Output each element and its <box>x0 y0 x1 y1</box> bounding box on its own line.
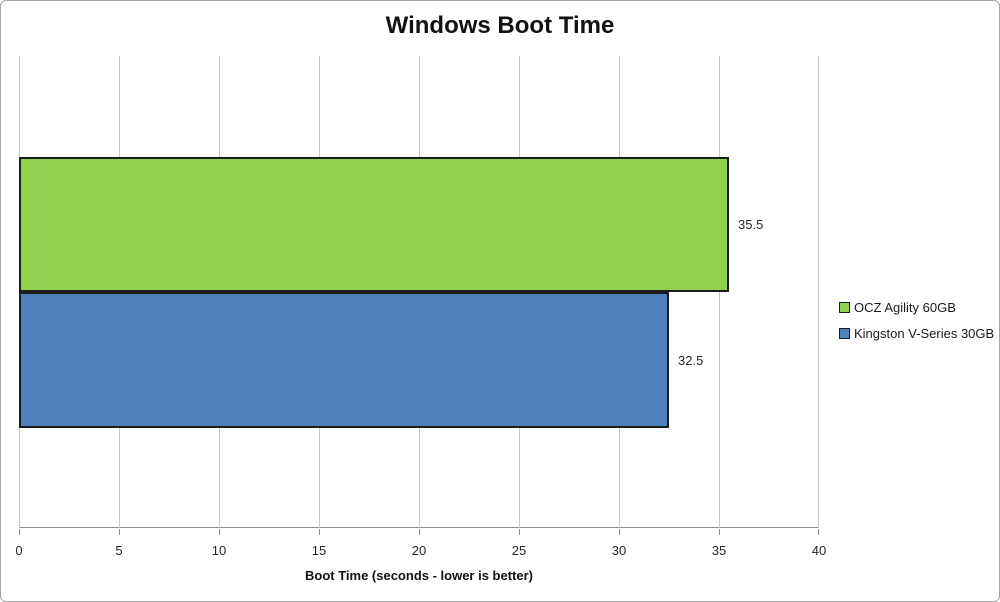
axis-tick <box>19 529 20 535</box>
gridline <box>818 56 819 528</box>
data-label-kingston-v-series: 32.5 <box>678 353 704 368</box>
chart-title: Windows Boot Time <box>385 12 615 39</box>
tick-label-35: 35 <box>711 543 727 558</box>
axis-tick <box>519 529 520 535</box>
tick-label-15: 15 <box>311 543 327 558</box>
axis-tick <box>219 529 220 535</box>
legend-item-ocz-agility[interactable]: OCZ Agility 60GB <box>839 299 994 315</box>
tick-label-25: 25 <box>511 543 527 558</box>
x-axis-title: Boot Time (seconds - lower is better) <box>304 568 534 583</box>
bar-kingston-v-series-30gb[interactable] <box>19 292 669 428</box>
legend-swatch-green-icon <box>839 301 850 313</box>
axis-tick <box>419 529 420 535</box>
axis-tick <box>719 529 720 535</box>
legend-label: OCZ Agility 60GB <box>854 299 956 315</box>
plot-area: 35.5 32.5 <box>19 56 819 535</box>
legend-swatch-blue-icon <box>839 327 850 339</box>
legend-label: Kingston V-Series 30GB <box>854 325 995 341</box>
axis-tick <box>119 529 120 535</box>
data-label-ocz-agility: 35.5 <box>738 217 764 232</box>
axis-tick <box>319 529 320 535</box>
gridline <box>719 56 720 528</box>
tick-label-20: 20 <box>411 543 427 558</box>
axis-tick <box>619 529 620 535</box>
tick-label-10: 10 <box>211 543 227 558</box>
legend-item-kingston-v-series[interactable]: Kingston V-Series 30GB <box>839 325 995 341</box>
bar-ocz-agility-60gb[interactable] <box>19 157 729 292</box>
tick-label-40: 40 <box>811 543 827 558</box>
axis-tick <box>818 529 819 535</box>
tick-label-5: 5 <box>115 543 123 558</box>
tick-label-0: 0 <box>15 543 23 558</box>
legend: OCZ Agility 60GB Kingston V-Series 30GB <box>839 300 994 352</box>
tick-label-30: 30 <box>611 543 627 558</box>
